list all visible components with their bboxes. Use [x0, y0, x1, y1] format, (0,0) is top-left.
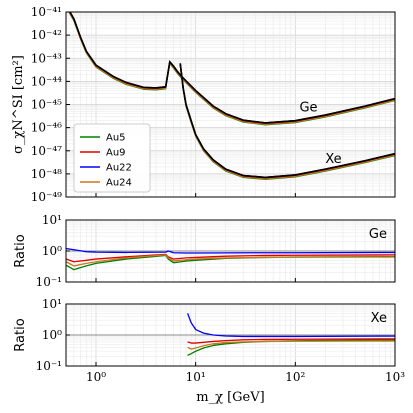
series-line-xe — [179, 63, 395, 179]
legend-entry-au5: Au5 — [106, 133, 126, 144]
series-line-au9 — [66, 253, 395, 263]
y-tick-label: 10⁻⁴⁴ — [31, 74, 62, 88]
x-tick-label: 10² — [285, 370, 305, 384]
series-line-au22 — [66, 247, 395, 254]
panel-annotation: Xe — [371, 311, 387, 326]
y-tick-label: 10⁻⁴⁵ — [31, 98, 62, 112]
y-tick-label: 10⁰ — [42, 328, 62, 342]
legend: Au5 Au9 Au22 Au24 — [73, 123, 151, 193]
series-line-au24 — [66, 254, 395, 267]
y-tick-label: 10⁻⁴⁹ — [31, 190, 62, 204]
panel-annotation: Ge — [369, 227, 387, 242]
annotation-xe: Xe — [325, 152, 341, 167]
y-axis-title: σ_χN^SI [cm²] — [11, 55, 26, 154]
series-band-line — [68, 12, 395, 125]
series-line-au24 — [187, 340, 395, 350]
y-tick-label: 10⁰ — [42, 244, 62, 258]
series-line-au9 — [187, 338, 395, 344]
legend-entry-au9: Au9 — [106, 148, 126, 159]
y-tick-label: 10⁻¹ — [36, 359, 62, 373]
y-tick-label: 10⁻⁴¹ — [31, 5, 62, 19]
legend-box — [73, 123, 151, 193]
y-tick-label: 10⁻¹ — [36, 275, 62, 289]
y-tick-label: 10⁻⁴⁷ — [31, 144, 62, 158]
y-tick-label: 10⁻⁴² — [31, 28, 62, 42]
legend-entry-au24: Au24 — [106, 178, 132, 189]
y-tick-label: 10⁻⁴⁶ — [31, 121, 62, 135]
annotation-ge: Ge — [299, 100, 317, 115]
y-tick-label: 10⁻⁴⁸ — [31, 167, 62, 181]
y-tick-label: 10⁻⁴³ — [31, 51, 62, 65]
y-axis-title: Ratio — [13, 234, 28, 267]
y-tick-label: 10¹ — [42, 213, 62, 227]
series-line-au22 — [186, 313, 395, 338]
legend-entry-au22: Au22 — [106, 163, 132, 174]
x-tick-label: 10³ — [385, 370, 405, 384]
y-tick-label: 10¹ — [42, 297, 62, 311]
y-axis-title: Ratio — [13, 318, 28, 351]
series-line-ge — [69, 12, 395, 124]
x-tick-label: 10⁰ — [86, 370, 106, 384]
x-axis-title: m_χ [GeV] — [196, 390, 264, 405]
x-tick-label: 10¹ — [186, 370, 206, 384]
